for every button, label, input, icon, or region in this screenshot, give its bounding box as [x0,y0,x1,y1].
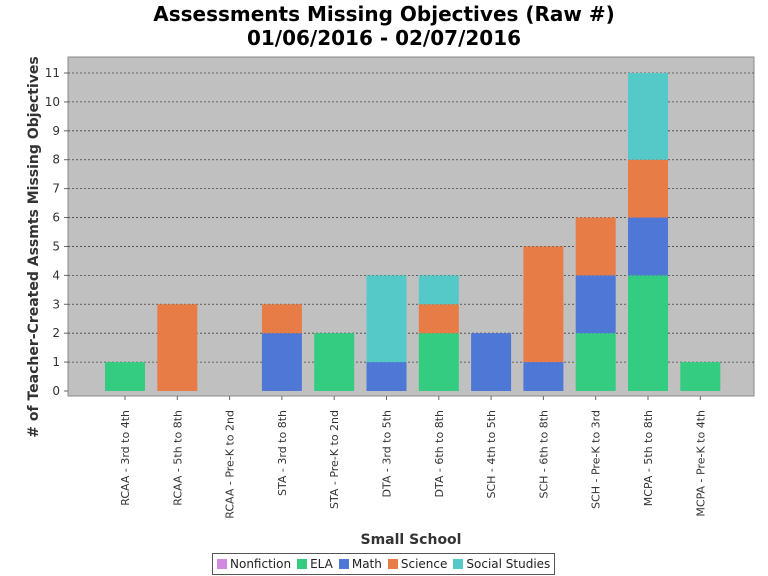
bar-segment-ela [575,333,616,391]
bar-segment-science [628,159,668,218]
legend-item: Math [338,557,382,571]
bar-segment-science [575,217,616,276]
x-tick-label: SCH - Pre-K to 3rd [590,410,603,509]
legend-swatch [453,559,464,569]
y-axis-ticks: 0 1 2 3 4 5 6 7 8 9 10 11 [45,66,68,398]
y-tick-label: 9 [52,124,60,138]
bar-segment-social-studies [628,73,668,160]
x-tick-label: STA - Pre-K to 2nd [328,410,341,509]
x-tick-label: MCPA - Pre-K to 4th [694,410,707,517]
legend-label: ELA [310,557,333,571]
x-tick-label: RCAA - 3rd to 4th [119,410,132,506]
y-tick-label: 3 [52,297,60,311]
legend-label: Social Studies [466,557,551,571]
bar-segment-math [471,333,512,391]
x-axis-ticks: RCAA - 3rd to 4th RCAA - 5th to 8th RCAA -… [119,396,707,519]
legend-label: Science [400,557,448,571]
bar-segment-math [575,275,616,334]
legend-swatch [297,559,308,569]
bar-segment-math [523,362,564,391]
bar-segment-science [157,304,198,391]
bar-segment-ela [314,333,355,391]
y-tick-label: 8 [52,153,60,167]
bar-segment-ela [105,362,145,391]
bar-segment-ela [628,275,668,391]
legend-item: Science [387,557,448,571]
bar-segment-math [628,217,668,276]
bar-segment-social-studies [418,275,459,305]
y-tick-label: 11 [45,66,60,80]
y-tick-label: 7 [52,182,60,196]
x-tick-label: SCH - 4th to 5th [485,410,498,499]
y-tick-label: 4 [52,268,60,282]
x-tick-label: MCPA - 5th to 8th [642,410,655,506]
bar-segment-math [366,362,407,391]
x-axis-label: Small School [361,532,462,548]
y-tick-label: 0 [52,384,60,398]
legend-swatch [338,559,349,569]
bar-segment-ela [680,362,721,391]
y-tick-label: 1 [52,355,60,369]
x-tick-label: STA - 3rd to 8th [276,410,289,496]
bar-segment-social-studies [366,275,407,363]
x-tick-label: DTA - 6th to 8th [433,410,446,497]
chart-title: Assessments Missing Objectives (Raw #) [153,2,615,26]
y-tick-label: 10 [45,95,60,109]
bar-segment-ela [418,333,459,391]
y-tick-label: 2 [52,326,60,340]
x-tick-label: SCH - 6th to 8th [537,410,550,499]
bar-segment-science [523,246,564,363]
y-axis-label: # of Teacher-Created Assmts Missing Obje… [26,56,42,438]
y-tick-label: 5 [52,239,60,253]
bar-segment-math [261,333,302,391]
legend-item: ELA [297,557,333,571]
x-tick-label: RCAA - 5th to 8th [171,410,184,506]
legend-swatch [217,559,227,569]
x-tick-label: DTA - 3rd to 5th [381,410,394,497]
legend-swatch [387,559,398,569]
chart-subtitle: 01/06/2016 - 02/07/2016 [246,26,522,50]
bars [105,73,721,391]
legend-item: Social Studies [453,557,550,571]
legend: Nonfiction ELA Math Science Social Studies [212,553,556,575]
legend-label: Math [351,557,382,571]
legend-label: Nonfiction [230,557,292,571]
x-tick-label: RCAA - Pre-K to 2nd [224,410,237,519]
y-tick-label: 6 [52,211,60,225]
bar-segment-science [418,304,459,334]
bar-segment-science [261,304,302,334]
legend-item: Nonfiction [217,557,291,571]
chart-title-block: Assessments Missing Objectives (Raw #) 0… [0,2,768,50]
